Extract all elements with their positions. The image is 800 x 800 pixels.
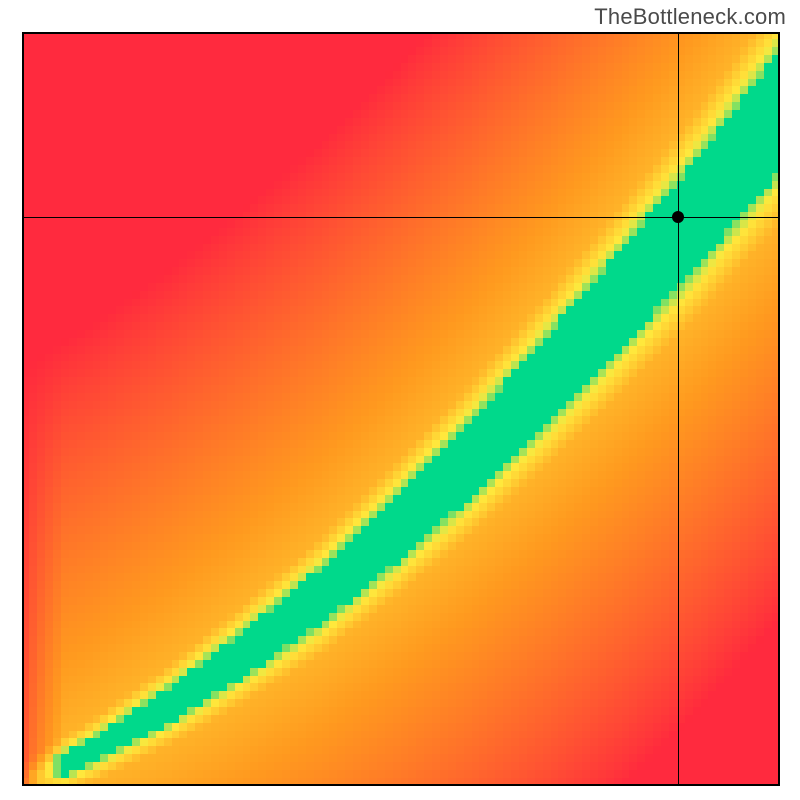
heatmap-canvas [22, 32, 780, 786]
chart-container: TheBottleneck.com [0, 0, 800, 800]
plot-frame [22, 32, 780, 786]
watermark-text: TheBottleneck.com [594, 4, 786, 30]
